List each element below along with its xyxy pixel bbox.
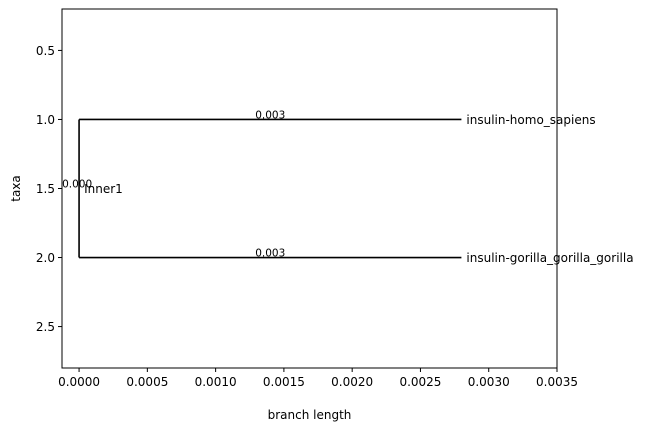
internal-branch-length-label: 0.000 bbox=[62, 179, 92, 191]
internal-node-label: Inner1 bbox=[84, 182, 123, 196]
leaf-label: insulin-gorilla_gorilla_gorilla bbox=[466, 251, 633, 265]
y-tick-label: 2.5 bbox=[36, 320, 55, 334]
x-tick-label: 0.0020 bbox=[331, 375, 373, 389]
x-tick-label: 0.0010 bbox=[195, 375, 237, 389]
x-tick-label: 0.0025 bbox=[399, 375, 441, 389]
y-axis-label: taxa bbox=[9, 175, 23, 202]
y-tick-label: 0.5 bbox=[36, 44, 55, 58]
y-axis: 0.5 1.0 1.5 2.0 2.5 bbox=[36, 44, 62, 334]
x-tick-label: 0.0015 bbox=[263, 375, 305, 389]
x-tick-label: 0.0035 bbox=[536, 375, 578, 389]
x-tick-label: 0.0000 bbox=[58, 375, 100, 389]
tree-branches bbox=[78, 118, 462, 259]
branch-length-label: 0.003 bbox=[255, 109, 285, 121]
x-tick-label: 0.0030 bbox=[468, 375, 510, 389]
leaf-label: insulin-homo_sapiens bbox=[466, 113, 595, 127]
y-tick-label: 2.0 bbox=[36, 251, 55, 265]
tree-labels: insulin-homo_sapiens 0.003 insulin-gorilla… bbox=[62, 109, 634, 265]
x-axis: 0.0000 0.0005 0.0010 0.0015 0.0020 0.0025 0.00… bbox=[58, 368, 578, 389]
y-tick-label: 1.5 bbox=[36, 182, 55, 196]
x-tick-label: 0.0005 bbox=[126, 375, 168, 389]
branch-length-label: 0.003 bbox=[255, 248, 285, 260]
x-axis-label: branch length bbox=[268, 408, 352, 422]
y-tick-label: 1.0 bbox=[36, 113, 55, 127]
